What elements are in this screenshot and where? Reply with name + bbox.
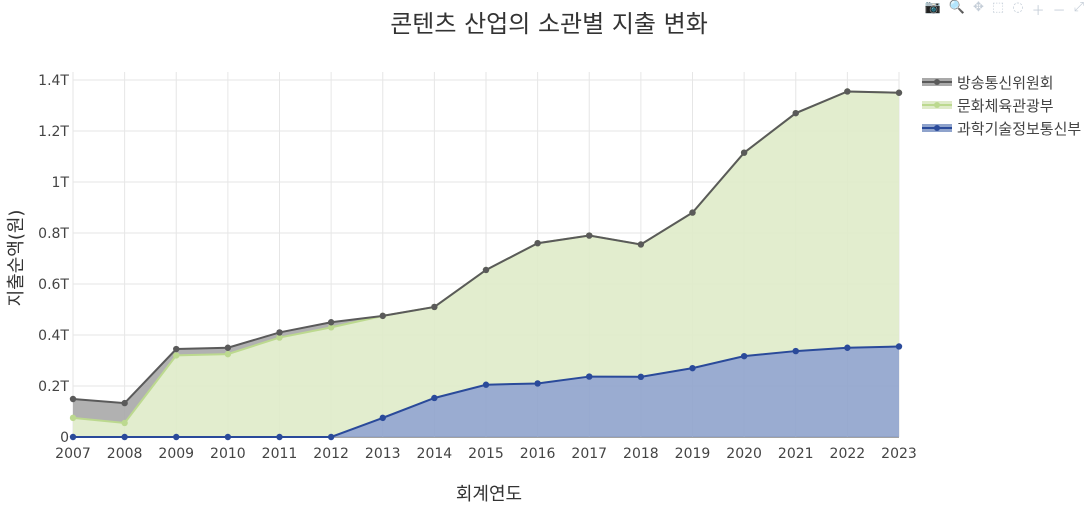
camera-icon[interactable]: 📷 (924, 0, 941, 15)
y-tick-label: 0.6T (38, 277, 69, 293)
point-방송통신위원회-2015 (482, 266, 490, 274)
point-과학기술정보통신부-2012 (327, 433, 335, 441)
point-과학기술정보통신부-2017 (586, 373, 593, 380)
y-tick-label: 0 (60, 430, 69, 446)
y-tick-label: 1T (52, 175, 70, 191)
y-tick-label: 1.4T (38, 73, 69, 89)
x-tick-label: 2012 (313, 446, 349, 462)
legend-label-방송통신위원회: 방송통신위원회 (957, 74, 1054, 92)
point-방송통신위원회-2008 (121, 399, 128, 407)
x-tick-label: 2011 (262, 446, 298, 462)
point-과학기술정보통신부-2021 (792, 347, 799, 355)
x-tick-label: 2022 (830, 446, 866, 462)
point-문화체육관광부-2008 (121, 419, 128, 427)
point-방송통신위원회-2016 (534, 240, 541, 247)
point-방송통신위원회-2018 (637, 241, 645, 248)
point-방송통신위원회-2021 (792, 109, 799, 117)
x-tick-label: 2017 (571, 446, 607, 462)
x-tick-label: 2008 (107, 446, 143, 462)
legend-marker (934, 79, 940, 85)
chart-title: 콘텐츠 산업의 소관별 지출 변화 (390, 10, 708, 38)
legend-marker (934, 102, 940, 108)
x-tick-label: 2021 (778, 446, 814, 462)
point-과학기술정보통신부-2019 (689, 364, 696, 372)
point-방송통신위원회-2022 (844, 88, 851, 95)
x-tick-label: 2015 (468, 446, 504, 462)
point-과학기술정보통신부-2023 (895, 343, 903, 350)
legend-label-과학기술정보통신부: 과학기술정보통신부 (957, 120, 1081, 138)
x-tick-label: 2010 (210, 446, 246, 462)
x-tick-label: 2013 (365, 446, 401, 462)
y-tick-label: 1.2T (38, 124, 69, 140)
y-axis-label: 지출순액(원) (6, 210, 27, 307)
point-방송통신위원회-2019 (689, 209, 696, 216)
x-tick-label: 2020 (726, 446, 762, 462)
zoom-in-icon[interactable]: ＋ (1031, 4, 1045, 19)
x-tick-label: 2007 (55, 446, 91, 462)
point-방송통신위원회-2017 (586, 232, 593, 239)
point-방송통신위원회-2023 (895, 89, 903, 96)
point-과학기술정보통신부-2013 (379, 414, 386, 422)
legend-label-문화체육관광부: 문화체육관광부 (957, 97, 1054, 115)
point-과학기술정보통신부-2011 (276, 433, 283, 441)
point-방송통신위원회-2009 (173, 345, 180, 353)
y-tick-label: 0.2T (38, 379, 69, 395)
area-문화체육관광부 (73, 91, 899, 437)
point-과학기술정보통신부-2007 (69, 433, 77, 441)
box-select-icon[interactable]: ⬚ (991, 0, 1005, 15)
point-과학기술정보통신부-2010 (224, 433, 232, 441)
x-tick-label: 2018 (623, 446, 659, 462)
point-과학기술정보통신부-2014 (431, 394, 438, 402)
point-방송통신위원회-2007 (69, 395, 77, 403)
point-방송통신위원회-2012 (327, 319, 335, 326)
point-문화체육관광부-2011 (276, 334, 283, 341)
point-과학기술정보통신부-2020 (740, 352, 748, 360)
modebar: 📷 🔍 ✥ ⬚ ◌ ＋ － ⤢ (925, 0, 1084, 19)
pan-icon[interactable]: ✥ (973, 0, 984, 15)
point-문화체육관광부-2007 (69, 414, 77, 422)
zoom-icon[interactable]: 🔍 (948, 0, 966, 15)
x-tick-label: 2023 (881, 446, 917, 462)
point-과학기술정보통신부-2018 (637, 373, 645, 381)
point-과학기술정보통신부-2022 (844, 344, 851, 351)
x-axis-label: 회계연도 (456, 484, 522, 505)
x-tick-label: 2019 (675, 446, 711, 462)
point-문화체육관광부-2012 (327, 324, 335, 331)
x-tick-label: 2009 (158, 446, 194, 462)
x-tick-label: 2014 (417, 446, 453, 462)
y-tick-label: 0.8T (38, 226, 69, 242)
point-방송통신위원회-2014 (431, 303, 438, 311)
x-tick-label: 2016 (520, 446, 556, 462)
y-tick-label: 0.4T (38, 328, 69, 344)
point-방송통신위원회-2010 (224, 344, 232, 351)
point-과학기술정보통신부-2009 (173, 433, 180, 441)
point-문화체육관광부-2009 (173, 352, 180, 359)
point-과학기술정보통신부-2015 (482, 381, 490, 388)
point-방송통신위원회-2013 (379, 312, 386, 320)
point-과학기술정보통신부-2016 (534, 380, 541, 387)
point-과학기술정보통신부-2008 (121, 433, 128, 441)
point-문화체육관광부-2010 (224, 350, 232, 358)
lasso-icon[interactable]: ◌ (1012, 0, 1024, 15)
autoscale-icon[interactable]: ⤢ (1073, 0, 1084, 15)
point-방송통신위원회-2020 (740, 149, 748, 156)
zoom-out-icon[interactable]: － (1052, 4, 1066, 19)
point-방송통신위원회-2011 (276, 329, 283, 336)
legend-marker (934, 125, 940, 131)
